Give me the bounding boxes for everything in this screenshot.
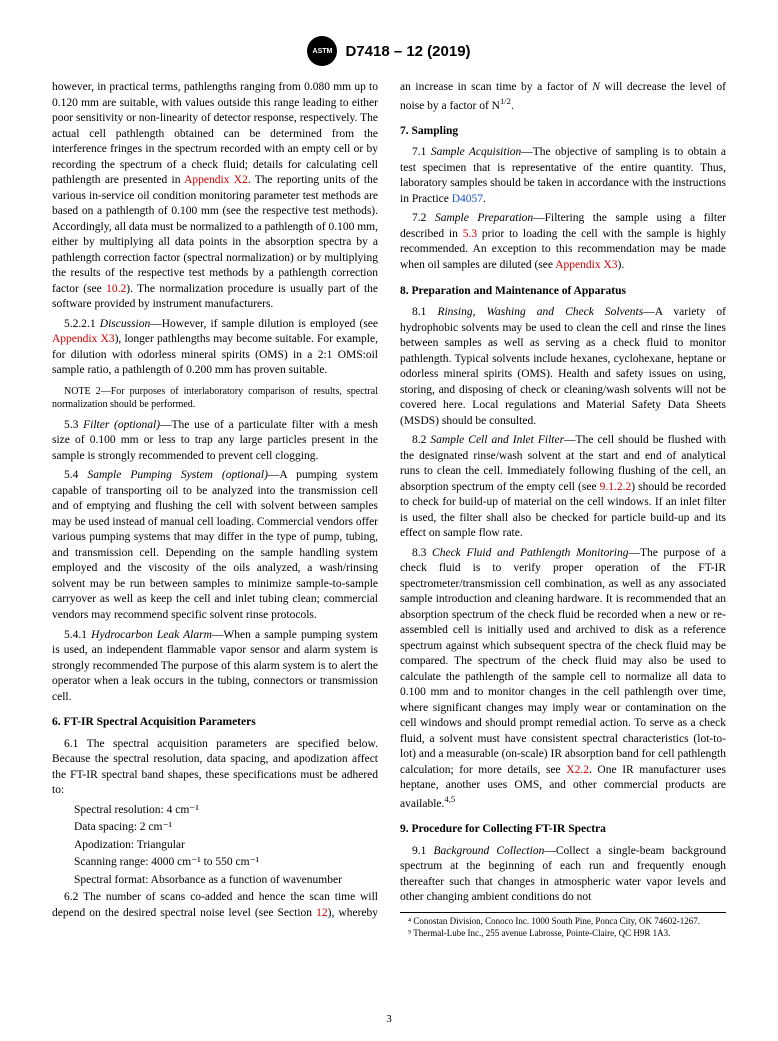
spec-apodization: Apodization: Triangular <box>74 838 378 854</box>
text: —A variety of hydrophobic solvents may b… <box>400 306 726 427</box>
footnote-5: ⁵ Thermal-Lube Inc., 255 avenue Labrosse… <box>400 928 726 940</box>
footnote-ref-4-5: 4,5 <box>444 794 455 804</box>
clause-title: Filter (optional) <box>83 419 160 431</box>
text: ), <box>328 907 339 919</box>
para-8-3: 8.3 Check Fluid and Pathlength Monitorin… <box>400 546 726 813</box>
text: however, in practical terms, pathlengths… <box>52 81 378 186</box>
page: ASTM D7418 – 12 (2019) however, in pract… <box>0 0 778 1041</box>
section-7-heading: 7. Sampling <box>400 124 726 140</box>
clause-number: 5.3 <box>64 419 83 431</box>
document-id: D7418 – 12 (2019) <box>345 43 470 60</box>
spec-resolution: Spectral resolution: 4 cm⁻¹ <box>74 803 378 819</box>
spec-scanning-range: Scanning range: 4000 cm⁻¹ to 550 cm⁻¹ <box>74 855 378 871</box>
para-8-2: 8.2 Sample Cell and Inlet Filter—The cel… <box>400 433 726 542</box>
superscript: 1/2 <box>500 96 511 106</box>
clause-number: 5.4 <box>64 469 87 481</box>
para-5-4: 5.4 Sample Pumping System (optional)—A p… <box>52 468 378 623</box>
link-appendix-x2[interactable]: Appendix X2 <box>184 174 248 186</box>
link-d4057[interactable]: D4057 <box>452 193 483 205</box>
note-label: NOTE 2— <box>64 386 111 397</box>
link-10-2[interactable]: 10.2 <box>106 283 126 295</box>
clause-number: 8.1 <box>412 306 437 318</box>
header-inner: ASTM D7418 – 12 (2019) <box>307 36 470 66</box>
link-9-1-2-2[interactable]: 9.1.2.2 <box>600 481 632 493</box>
spec-data-spacing: Data spacing: 2 cm⁻¹ <box>74 820 378 836</box>
footnote-4: ⁴ Conostan Division, Conoco Inc. 1000 So… <box>400 916 726 928</box>
clause-number: 9.1 <box>412 845 434 857</box>
clause-title: Sample Preparation <box>435 212 533 224</box>
note-2: NOTE 2—For purposes of interlaboratory c… <box>52 385 378 412</box>
link-x2-2[interactable]: X2.2 <box>566 764 589 776</box>
text: . <box>511 99 514 111</box>
section-8-heading: 8. Preparation and Maintenance of Appara… <box>400 284 726 300</box>
clause-number: 8.3 <box>412 547 432 559</box>
para-5-2-2-1: 5.2.2.1 Discussion—However, if sample di… <box>52 317 378 379</box>
two-column-body: however, in practical terms, pathlengths… <box>52 80 726 939</box>
link-appendix-x3-b[interactable]: Appendix X3 <box>555 259 617 271</box>
clause-title: Sample Pumping System (optional) <box>87 469 267 481</box>
para-7-1: 7.1 Sample Acquisition—The objective of … <box>400 145 726 207</box>
text: —However, if sample dilution is employed… <box>150 318 378 330</box>
clause-title: Rinsing, Washing and Check Solvents <box>437 306 643 318</box>
footnotes: ⁴ Conostan Division, Conoco Inc. 1000 So… <box>400 912 726 939</box>
clause-number: 5.4.1 <box>64 629 91 641</box>
clause-title: Background Collection <box>434 845 545 857</box>
para-5-3: 5.3 Filter (optional)—The use of a parti… <box>52 418 378 465</box>
clause-number: 7.1 <box>412 146 431 158</box>
para-6-1: 6.1 The spectral acquisition parameters … <box>52 737 378 799</box>
clause-title: Check Fluid and Pathlength Monitoring <box>432 547 628 559</box>
clause-number: 7.2 <box>412 212 435 224</box>
section-9-heading: 9. Procedure for Collecting FT-IR Spectr… <box>400 822 726 838</box>
clause-title: Discussion <box>100 318 150 330</box>
text: . <box>483 193 486 205</box>
clause-title: Sample Acquisition <box>431 146 521 158</box>
page-number: 3 <box>0 1013 778 1025</box>
text: ). <box>618 259 625 271</box>
astm-logo-icon: ASTM <box>307 36 337 66</box>
text: —The purpose of a check fluid is to veri… <box>400 547 726 776</box>
link-section-12[interactable]: 12 <box>316 907 328 919</box>
para-7-2: 7.2 Sample Preparation—Filtering the sam… <box>400 211 726 273</box>
para-5-4-1: 5.4.1 Hydrocarbon Leak Alarm—When a samp… <box>52 628 378 706</box>
link-5-3[interactable]: 5.3 <box>463 228 477 240</box>
clause-title: Hydrocarbon Leak Alarm <box>91 629 212 641</box>
spec-spectral-format: Spectral format: Absorbance as a functio… <box>74 873 378 889</box>
link-appendix-x3[interactable]: Appendix X3 <box>52 333 115 345</box>
page-header: ASTM D7418 – 12 (2019) <box>52 36 726 66</box>
text: —A pumping system capable of transportin… <box>52 469 378 621</box>
para-9-1: 9.1 Background Collection—Collect a sing… <box>400 844 726 906</box>
clause-number: 8.2 <box>412 434 430 446</box>
text: . The reporting units of the various in-… <box>52 174 378 295</box>
section-6-heading: 6. FT-IR Spectral Acquisition Parameters <box>52 715 378 731</box>
var-n: N <box>592 81 600 93</box>
clause-number: 5.2.2.1 <box>64 318 100 330</box>
para-8-1: 8.1 Rinsing, Washing and Check Solvents—… <box>400 305 726 429</box>
para-5-2-2-continued: however, in practical terms, pathlengths… <box>52 80 378 313</box>
clause-title: Sample Cell and Inlet Filter <box>430 434 564 446</box>
